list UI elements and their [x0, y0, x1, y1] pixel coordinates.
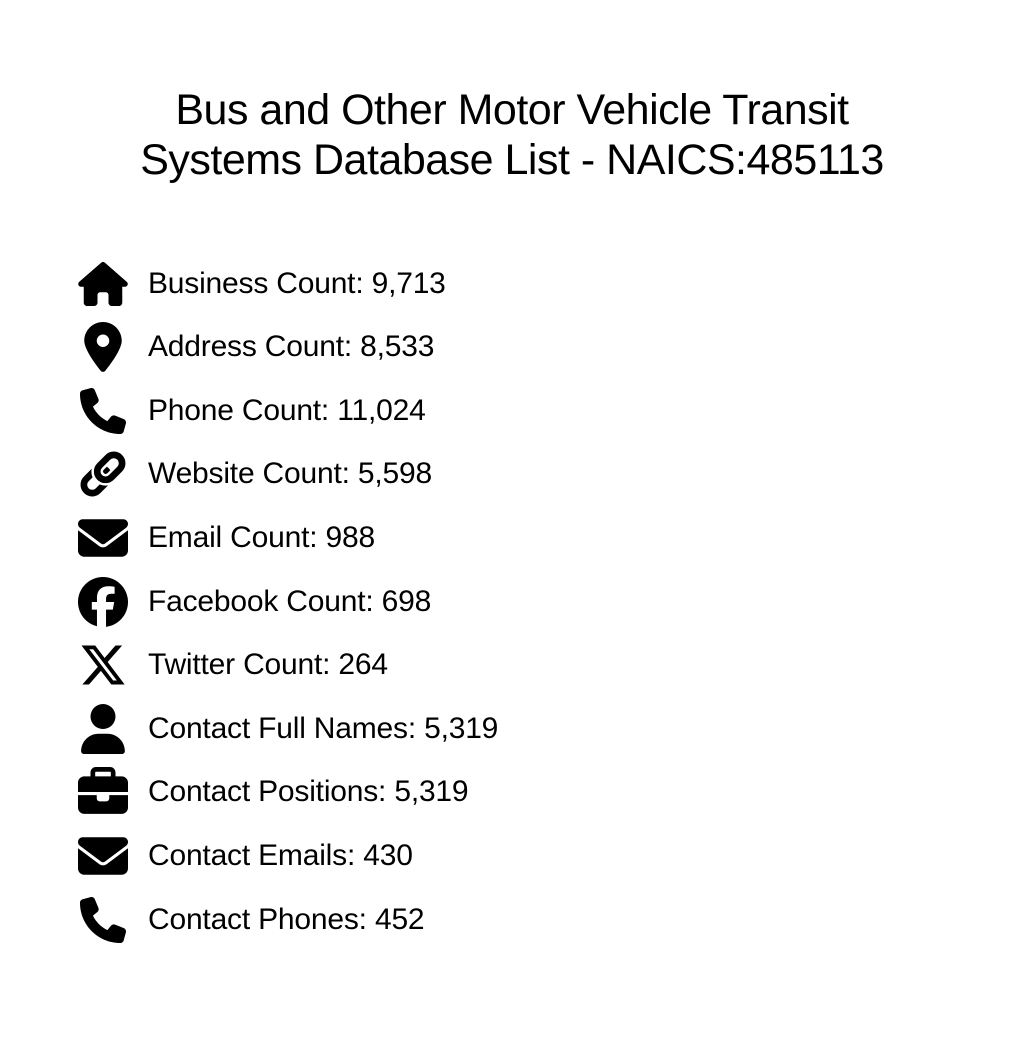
- user-icon: [78, 701, 128, 757]
- stat-label: Email Count:: [148, 520, 326, 554]
- facebook-icon: [78, 574, 128, 630]
- stat-value: 5,319: [394, 775, 469, 809]
- home-icon: [78, 256, 128, 312]
- stat-text: Contact Full Names: 5,319: [148, 712, 498, 746]
- location-pin-icon: [78, 319, 128, 375]
- stat-text: Phone Count: 11,024: [148, 394, 426, 428]
- stat-value: 5,319: [424, 711, 499, 745]
- link-icon: [78, 446, 128, 502]
- stat-row-contact-emails: Contact Emails: 430: [78, 824, 1024, 888]
- stat-text: Twitter Count: 264: [148, 648, 388, 682]
- page-title-line2: Systems Database List - NAICS:485113: [140, 135, 884, 184]
- stat-row-contact-positions: Contact Positions: 5,319: [78, 761, 1024, 825]
- stat-value: 698: [381, 584, 432, 618]
- envelope-icon: [78, 510, 128, 566]
- page-title: Bus and Other Motor Vehicle Transit Syste…: [0, 29, 1024, 185]
- phone-icon: [78, 892, 128, 948]
- stat-label: Phone Count:: [148, 393, 338, 427]
- stat-row-contact-phones: Contact Phones: 452: [78, 888, 1024, 952]
- stat-text: Facebook Count: 698: [148, 585, 431, 619]
- stat-value: 988: [325, 520, 375, 554]
- stat-value: 9,713: [371, 266, 446, 300]
- stat-row-email-count: Email Count: 988: [78, 506, 1024, 570]
- stat-value: 452: [374, 902, 425, 936]
- stat-label: Contact Positions:: [148, 775, 395, 809]
- stats-list: Business Count: 9,713 Address Count: 8,5…: [78, 252, 1024, 952]
- stat-value: 430: [363, 838, 413, 872]
- stat-text: Address Count: 8,533: [148, 330, 434, 364]
- stat-value: 264: [338, 648, 388, 682]
- stat-value: 11,024: [337, 393, 426, 427]
- stat-label: Facebook Count:: [148, 584, 382, 618]
- page: Bus and Other Motor Vehicle Transit Syste…: [0, 29, 1024, 952]
- stat-text: Contact Emails: 430: [148, 839, 413, 873]
- stat-label: Contact Full Names:: [148, 711, 425, 745]
- stat-text: Website Count: 5,598: [148, 457, 432, 491]
- stat-row-website-count: Website Count: 5,598: [78, 443, 1024, 507]
- stat-value: 5,598: [357, 457, 432, 491]
- stat-value: 8,533: [360, 330, 435, 364]
- stat-row-address-count: Address Count: 8,533: [78, 315, 1024, 379]
- page-title-line1: Bus and Other Motor Vehicle Transit: [175, 85, 849, 134]
- stat-label: Contact Phones:: [148, 902, 375, 936]
- briefcase-icon: [78, 764, 128, 820]
- stat-text: Contact Positions: 5,319: [148, 775, 469, 809]
- stat-label: Contact Emails:: [148, 838, 364, 872]
- stat-row-phone-count: Phone Count: 11,024: [78, 379, 1024, 443]
- stat-text: Email Count: 988: [148, 521, 375, 555]
- stat-text: Business Count: 9,713: [148, 267, 446, 301]
- phone-icon: [78, 383, 128, 439]
- stat-row-twitter-count: Twitter Count: 264: [78, 633, 1024, 697]
- stat-label: Address Count:: [148, 330, 361, 364]
- stat-row-contact-full-names: Contact Full Names: 5,319: [78, 697, 1024, 761]
- stat-label: Twitter Count:: [148, 648, 339, 682]
- x-twitter-icon: [78, 637, 128, 693]
- stat-label: Business Count:: [148, 266, 372, 300]
- stat-text: Contact Phones: 452: [148, 902, 425, 937]
- stat-row-business-count: Business Count: 9,713: [78, 252, 1024, 316]
- stat-row-facebook-count: Facebook Count: 698: [78, 570, 1024, 634]
- stat-label: Website Count:: [148, 457, 358, 491]
- envelope-icon: [78, 828, 128, 884]
